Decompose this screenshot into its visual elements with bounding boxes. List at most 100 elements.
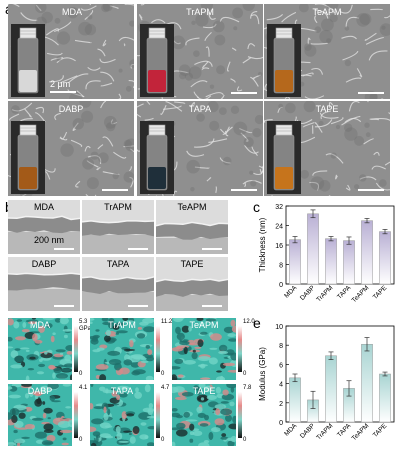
y-tick-label: 0 [279,282,283,289]
y-tick-label: 6 [279,362,283,369]
colorbar [238,326,242,372]
colorbar-min-label: 0 [79,437,83,443]
colorbar-min-label: 0 [161,371,165,377]
afm-map-tape: TAPE [172,384,236,446]
y-tick-label: 8 [279,343,283,350]
colorbar-max-label: 7.8 [243,385,252,391]
sem-image-teapm: TeAPM [264,4,390,99]
colorbar [74,392,78,438]
afm-map-dabp: DABP [8,384,72,446]
colorbar-max-label: 4.1 [79,385,88,391]
y-tick-label: 24 [275,224,283,231]
afm-map-label: TAPA [110,386,134,396]
colorbar [74,326,78,372]
x-tick-label: TAPE [372,284,389,301]
bar [289,239,301,285]
y-tick-label: 8 [279,263,283,270]
sem-image-tapa: TAPA [137,101,263,196]
y-tick-label: 16 [275,243,283,250]
sem-image-label: TAPA [188,104,212,114]
tem-image-label: TrAPM [104,202,132,212]
colorbar-max-label: 5.3 [79,319,88,325]
bar [325,238,337,285]
panel-letter-e: e [253,315,261,331]
bar [361,220,373,285]
tem-image-tapa: TAPA [82,257,154,311]
tem-image-tape: TAPE [156,257,228,311]
sem-image-label: TeAPM [312,7,342,17]
colorbar-max-label: 12.0 [243,319,255,325]
plot-frame [285,325,395,423]
scale-bar [102,189,128,191]
bar [307,213,319,285]
scale-bar [358,189,384,191]
sem-image-mda: MDA 2 μm [8,4,134,99]
scale-bar-label: 200 nm [34,235,65,245]
bar [379,373,391,423]
afm-map-teapm: TeAPM [172,318,236,380]
afm-map-label: TAPE [192,386,216,396]
vial-photo [11,121,45,196]
panel-letter-c: c [253,199,260,215]
vial-photo [11,24,45,99]
afm-map-label: DABP [27,386,53,396]
tem-image-label: MDA [34,202,54,212]
scale-bar [358,92,384,94]
scale-bar [202,248,222,250]
vial-photo [140,121,174,196]
tem-image-label: TAPE [180,259,204,269]
x-tick-label: TeAPM [351,284,371,304]
tem-image-teapm: TeAPM [156,200,228,254]
colorbar-min-label: 0 [79,371,83,377]
colorbar-max-label: 4.7 [161,385,170,391]
afm-map-mda: MDA [8,318,72,380]
scale-bar [54,305,74,307]
tem-image-label: TAPA [106,259,130,269]
colorbar-unit-label: GPa [79,326,92,332]
sem-image-trapm: TrAPM [137,4,263,99]
bar [379,231,391,285]
scale-bar-label: 2 μm [50,79,71,89]
bar [361,343,373,423]
vial-photo [267,24,301,99]
y-axis-label: Thickness (nm) [258,217,267,272]
colorbar-min-label: 0 [161,437,165,443]
scale-bar [202,305,222,307]
scale-bar [128,305,148,307]
afm-map-label: TeAPM [189,320,219,330]
scale-bar [231,92,257,94]
x-tick-label: DABP [299,422,316,439]
afm-map-label: MDA [30,320,50,330]
tem-image-label: DABP [31,259,57,269]
scale-bar [231,189,257,191]
sem-image-label: TrAPM [186,7,214,17]
y-tick-label: 0 [279,420,283,427]
sem-image-tape: TAPE [264,101,390,196]
scale-bar [50,91,76,93]
afm-map-trapm: TrAPM [90,318,154,380]
sem-image-label: MDA [62,7,82,17]
x-tick-label: TrAPM [315,422,334,441]
y-tick-label: 4 [279,382,283,389]
x-tick-label: DABP [299,284,316,301]
y-tick-label: 32 [275,204,283,211]
sem-image-label: TAPE [315,104,339,114]
x-tick-label: MDA [283,422,299,438]
x-tick-label: MDA [283,284,299,300]
y-tick-label: 2 [279,401,283,408]
plot-frame [285,205,395,285]
bar [289,377,301,423]
scale-bar [128,248,148,250]
x-tick-label: TeAPM [351,422,371,442]
y-axis-label: Modulus (GPa) [258,347,267,401]
colorbar [238,392,242,438]
scale-bar [54,248,74,250]
x-tick-label: TrAPM [315,284,334,303]
colorbar-max-label: 11.2 [161,319,173,325]
y-tick-label: 10 [275,324,283,331]
colorbar [156,392,160,438]
colorbar [156,326,160,372]
vial-photo [140,24,174,99]
